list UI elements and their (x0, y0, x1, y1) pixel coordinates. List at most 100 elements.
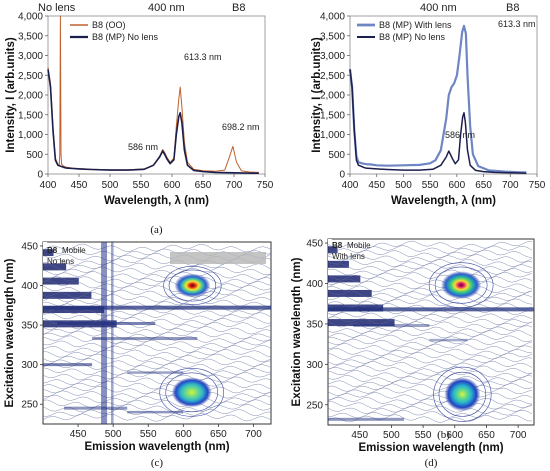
scatter-step (328, 275, 361, 283)
x-tick-label: 650 (195, 180, 212, 191)
x-axis-label: Wavelength, λ (nm) (391, 195, 496, 207)
contour-line (328, 365, 533, 374)
header-label: B8 (232, 2, 245, 14)
scatter-step (43, 256, 60, 264)
scatter-step (328, 282, 367, 290)
contour-line (328, 329, 533, 339)
contour-line (43, 344, 271, 353)
y-tick-label: 3,500 (320, 31, 345, 42)
contour-line (43, 376, 271, 385)
legend-entry: B8 (OO) (92, 20, 126, 30)
peak-contour (163, 266, 222, 306)
emission-peak (441, 271, 482, 300)
contour-line (43, 413, 271, 422)
intensity-band (328, 307, 534, 312)
x-axis-label: Emission wavelength (nm) (84, 441, 229, 453)
plot-area (42, 241, 272, 425)
header-label: 400 nm (148, 2, 185, 14)
series-line-1 (47, 15, 259, 173)
scatter-step (43, 298, 98, 306)
x-axis-label: Emission wavelength (nm) (358, 442, 503, 454)
scatter-step (328, 297, 378, 305)
scatter-step (328, 239, 332, 246)
y-tick-label: 1,000 (18, 130, 43, 141)
peak-contour (433, 366, 492, 422)
peak-contour (438, 371, 487, 417)
y-tick-label: 1,000 (320, 130, 345, 141)
legend-entry: B8 (MP) With lens (379, 20, 452, 30)
peak-contour (434, 266, 488, 304)
y-tick-label: 0 (37, 170, 43, 181)
scatter-step (328, 311, 389, 319)
chart-a: 0 500 1,000 1,500 2,000 2,500 3,000 3,500 4,000 4… (5, 2, 274, 236)
x-tick-label: 650 (210, 429, 227, 440)
contour-line (43, 399, 271, 408)
peak-annotation: 698.2 nm (222, 122, 260, 132)
scatter-step (43, 242, 48, 249)
panel-caption: (b) (437, 429, 450, 441)
scatter-step (43, 291, 92, 299)
contour-line (328, 334, 533, 343)
y-tick-label: 350 (21, 321, 38, 332)
inset-note: With lens (332, 252, 365, 261)
inset-title: B8 (332, 241, 343, 250)
y-tick-label: 400 (306, 279, 323, 290)
contour-line (328, 276, 533, 285)
y-tick-label: 1,500 (18, 110, 43, 121)
contour-line (328, 356, 533, 365)
contour-line (328, 383, 533, 392)
contour-line (43, 294, 271, 303)
contour-line (43, 381, 271, 390)
contour-line (328, 392, 533, 401)
legend-entry: B8 (MP) No lens (92, 32, 159, 42)
contour-line (43, 312, 271, 321)
x-tick-label: 600 (175, 429, 192, 440)
chart-d: 450 500 550 600 650 700 250 300 350 400 450 B8 Mobil… (291, 238, 535, 469)
y-tick-label: 300 (306, 360, 323, 371)
y-tick-label: 500 (328, 150, 345, 161)
scatter-step (328, 268, 355, 276)
contour-line (328, 401, 533, 410)
scatter-step (43, 277, 79, 285)
emission-peak (174, 273, 211, 298)
y-tick-label: 0 (339, 170, 345, 181)
panel-caption: (d) (425, 457, 438, 469)
scatter-column (101, 242, 108, 424)
contour-line (43, 385, 271, 395)
contour-line (43, 243, 271, 253)
contour-line (328, 370, 533, 379)
contour-line (43, 335, 271, 344)
peak-annotation: 613.3 nm (498, 19, 536, 29)
intensity-band (92, 337, 198, 341)
contour-line (328, 316, 533, 325)
y-tick-label: 2,500 (320, 71, 345, 82)
contour-line (328, 321, 533, 330)
scatter-step (328, 319, 395, 327)
header-label: 400 nm (420, 2, 457, 14)
y-axis-label: Excitation wavelength (nm) (291, 257, 303, 406)
scatter-step (328, 289, 372, 297)
scatter-step (328, 246, 338, 254)
series-line-1 (348, 24, 527, 174)
peak-contour (165, 372, 219, 413)
y-tick-label: 2,000 (18, 91, 43, 102)
y-axis-label: Intensity, I (arb.units) (5, 37, 17, 153)
contour-line (43, 298, 271, 308)
x-tick-label: 450 (71, 180, 88, 191)
contour-line (43, 266, 271, 276)
contour-line (43, 271, 271, 280)
x-tick-label: 550 (140, 429, 157, 440)
x-tick-label: 650 (475, 180, 492, 191)
contour-line (328, 254, 533, 263)
x-tick-label: 700 (502, 180, 519, 191)
series-line-2 (349, 69, 527, 174)
y-tick-label: 400 (21, 281, 38, 292)
contour-line (43, 390, 271, 399)
contour-line (328, 378, 533, 388)
contour-line (328, 312, 533, 321)
legend-entry: B8 (MP) No lens (379, 32, 446, 42)
chart-c: 450 500 550 600 650 700 250 300 350 400 450 B8 Mobil… (4, 241, 272, 469)
y-axis-label: Intensity, I (arb.units) (311, 37, 323, 153)
y-tick-label: 300 (21, 360, 38, 371)
